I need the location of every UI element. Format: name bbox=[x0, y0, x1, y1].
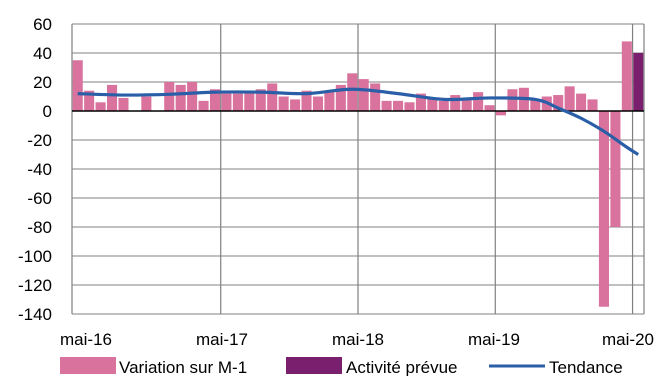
bar-variation bbox=[312, 96, 323, 111]
x-tick-label: mai-16 bbox=[60, 330, 112, 349]
bar-variation bbox=[278, 96, 289, 111]
bar-variation bbox=[587, 99, 598, 111]
line-layer bbox=[77, 87, 640, 156]
grid-layer bbox=[71, 23, 645, 315]
bar-variation bbox=[175, 84, 186, 111]
bar-variation bbox=[598, 111, 609, 307]
bar-variation bbox=[301, 90, 312, 111]
bar-variation bbox=[244, 90, 255, 111]
bar-variation bbox=[209, 89, 221, 111]
bar-variation bbox=[530, 99, 541, 111]
bar-variation bbox=[370, 83, 381, 111]
x-tick-label: mai-18 bbox=[332, 330, 384, 349]
bar-variation bbox=[118, 97, 129, 111]
bar-variation bbox=[381, 100, 392, 111]
bar-variation bbox=[221, 93, 232, 111]
bar-variation bbox=[427, 97, 438, 111]
bar-variation bbox=[95, 102, 106, 111]
bar-variation bbox=[107, 84, 118, 111]
legend-label-variation: Variation sur M-1 bbox=[119, 358, 247, 376]
trend-line bbox=[77, 87, 640, 156]
bar-activite-prevue bbox=[633, 53, 644, 111]
x-tick-label: mai-19 bbox=[468, 330, 520, 349]
legend-swatch-activite-prevue bbox=[286, 357, 342, 374]
bar-variation bbox=[450, 95, 461, 111]
bar-variation bbox=[164, 82, 175, 111]
x-axis-tick-labels: mai-16 mai-17 mai-18 mai-19 mai-20 bbox=[60, 330, 654, 349]
y-tick-label: -140 bbox=[18, 305, 52, 324]
bar-variation bbox=[404, 102, 415, 111]
bar-variation bbox=[415, 93, 426, 111]
bar-variation bbox=[290, 99, 301, 111]
y-tick-label: 20 bbox=[33, 73, 52, 92]
bar-variation bbox=[198, 100, 209, 111]
y-tick-label: 0 bbox=[43, 102, 52, 121]
bar-variation bbox=[610, 111, 621, 227]
bar-variation bbox=[553, 95, 564, 111]
y-tick-label: -20 bbox=[27, 131, 52, 150]
bar-variation bbox=[484, 105, 495, 111]
y-axis-tick-labels: 60 40 20 0 -20 -40 -60 -80 -100 -120 -140 bbox=[18, 15, 52, 324]
bar-variation bbox=[564, 86, 575, 111]
bar-variation bbox=[507, 89, 518, 111]
bar-variation bbox=[232, 93, 243, 111]
bar-variation bbox=[335, 84, 346, 111]
y-tick-label: -80 bbox=[27, 218, 52, 237]
legend-label-tendance: Tendance bbox=[549, 358, 623, 376]
x-tick-label: mai-20 bbox=[602, 330, 654, 349]
bar-variation bbox=[393, 100, 404, 111]
y-tick-label: 60 bbox=[33, 15, 52, 34]
bar-variation bbox=[255, 89, 266, 111]
bar-variation bbox=[358, 79, 369, 111]
bar-variation bbox=[187, 82, 198, 111]
legend: Variation sur M-1 Activité prévue Tendan… bbox=[60, 357, 623, 376]
bar-variation bbox=[576, 93, 587, 111]
y-tick-label: -40 bbox=[27, 160, 52, 179]
y-tick-label: -120 bbox=[18, 276, 52, 295]
bar-variation bbox=[461, 97, 472, 111]
y-tick-label: 40 bbox=[33, 44, 52, 63]
bar-variation bbox=[141, 96, 152, 111]
bar-variation bbox=[324, 90, 335, 111]
bar-variation bbox=[473, 92, 484, 111]
bar-variation bbox=[84, 90, 95, 111]
bar-variation bbox=[621, 41, 632, 111]
y-tick-label: -100 bbox=[18, 247, 52, 266]
bar-variation bbox=[267, 83, 278, 111]
bar-variation bbox=[495, 111, 507, 116]
y-tick-label: -60 bbox=[27, 189, 52, 208]
legend-swatch-variation bbox=[60, 357, 116, 374]
bar-variation bbox=[72, 60, 83, 111]
legend-label-activite-prevue: Activité prévue bbox=[346, 358, 458, 376]
bar-variation bbox=[438, 100, 449, 111]
x-tick-label: mai-17 bbox=[196, 330, 248, 349]
bar-variation bbox=[347, 73, 358, 111]
